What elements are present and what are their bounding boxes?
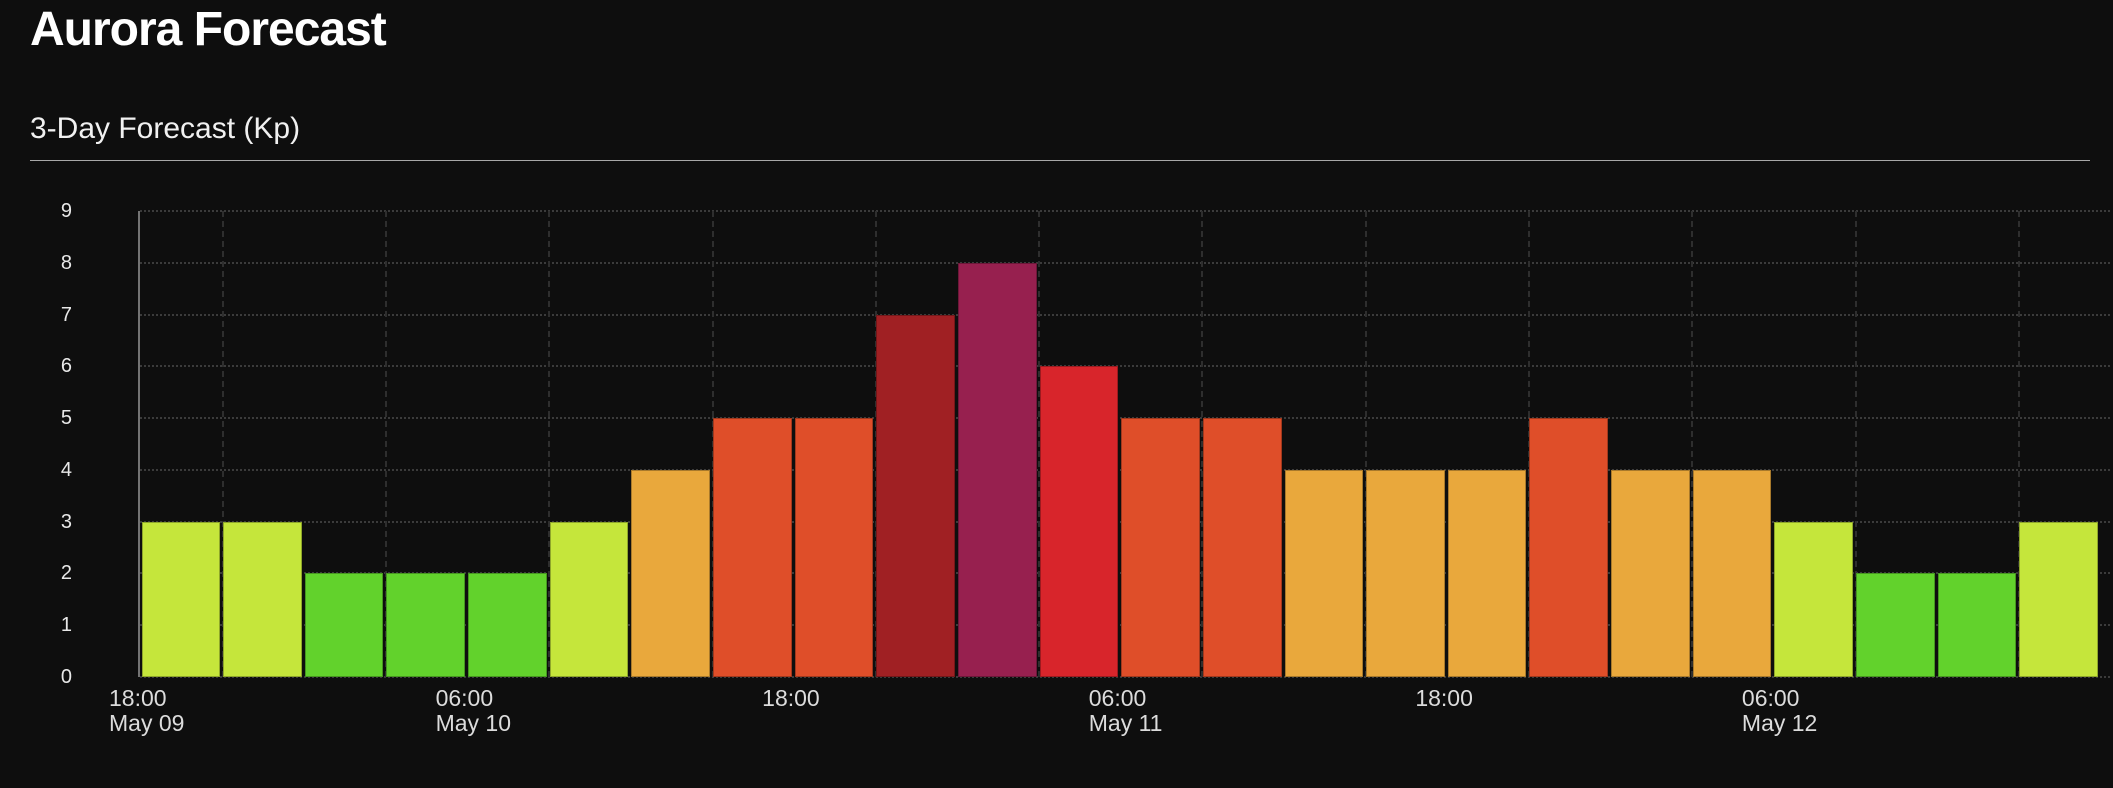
kp-bar (304, 573, 384, 677)
x-gridline (1527, 211, 1530, 677)
kp-bar (2019, 521, 2098, 677)
y-tick-label: 5 (60, 407, 72, 430)
y-gridline (140, 365, 2110, 368)
kp-bar (1202, 418, 1282, 677)
kp-bar (141, 521, 221, 677)
kp-bar (1774, 521, 1854, 677)
x-gridline (1854, 211, 1857, 677)
kp-bar (1692, 469, 1772, 677)
y-tick-label: 9 (60, 200, 72, 222)
x-gridline (384, 211, 387, 677)
x-tick-date: May 11 (1088, 710, 1163, 736)
y-axis-line (138, 211, 140, 677)
kp-bar (1447, 469, 1527, 677)
chart-title: 3-Day Forecast (Kp) (30, 112, 301, 145)
x-tick-label: 06:00 May 11 (1089, 686, 1163, 736)
x-tick-time: 18:00 (762, 685, 820, 711)
kp-bar (1856, 573, 1935, 677)
x-gridline (874, 211, 877, 677)
x-tick-date: May 12 (1741, 710, 1818, 736)
x-gridline (711, 211, 714, 677)
kp-bar (386, 573, 466, 677)
y-gridline (140, 261, 2110, 264)
x-gridline (221, 211, 224, 677)
kp-bar (876, 314, 955, 677)
kp-bar (1937, 573, 2017, 677)
y-tick-label: 4 (60, 458, 72, 481)
kp-bar (1039, 366, 1119, 677)
x-tick-time: 06:00 (1741, 685, 1800, 711)
kp-bar (549, 521, 629, 677)
x-tick-time: 18:00 (109, 685, 167, 711)
kp-bar (1366, 469, 1445, 677)
x-tick-label: 18:00 May 09 (109, 686, 184, 736)
y-tick-label: 0 (60, 666, 72, 688)
x-gridline (548, 211, 551, 677)
x-tick-time: 18:00 (1415, 685, 1473, 711)
x-gridline (1364, 211, 1367, 677)
kp-bar (468, 573, 547, 677)
x-tick-label: 18:00 (762, 686, 820, 711)
y-tick-label: 6 (60, 355, 72, 378)
x-tick-time: 06:00 (1088, 685, 1147, 711)
x-tick-date: May 10 (435, 710, 512, 736)
x-tick-date: May 09 (109, 710, 185, 736)
y-gridline (140, 210, 2110, 212)
x-tick-label: 18:00 (1415, 686, 1473, 711)
y-tick-label: 7 (60, 303, 72, 326)
y-tick-label: 2 (60, 562, 72, 585)
x-gridline (2017, 211, 2020, 677)
kp-bar (957, 262, 1037, 677)
x-tick-time: 06:00 (435, 685, 494, 711)
x-tick-label: 06:00 May 12 (1742, 686, 1817, 736)
x-gridline (1038, 211, 1041, 677)
kp-bar (1611, 469, 1690, 677)
kp-bar (713, 418, 792, 677)
kp-bar (1529, 418, 1609, 677)
y-tick-label: 3 (60, 510, 72, 533)
y-tick-label: 8 (60, 251, 72, 274)
y-gridline (140, 676, 2110, 678)
kp-bar (223, 521, 302, 677)
kp-bar (1284, 469, 1364, 677)
page-title: Aurora Forecast (30, 3, 387, 56)
x-gridline (1201, 211, 1204, 677)
x-gridline (1691, 211, 1694, 677)
kp-bar (794, 418, 874, 677)
x-tick-label: 06:00 May 10 (436, 686, 511, 736)
kp-bar (631, 469, 711, 677)
y-gridline (140, 313, 2110, 316)
kp-bar (1121, 418, 1200, 677)
y-tick-label: 1 (60, 614, 72, 637)
divider (30, 160, 2090, 161)
